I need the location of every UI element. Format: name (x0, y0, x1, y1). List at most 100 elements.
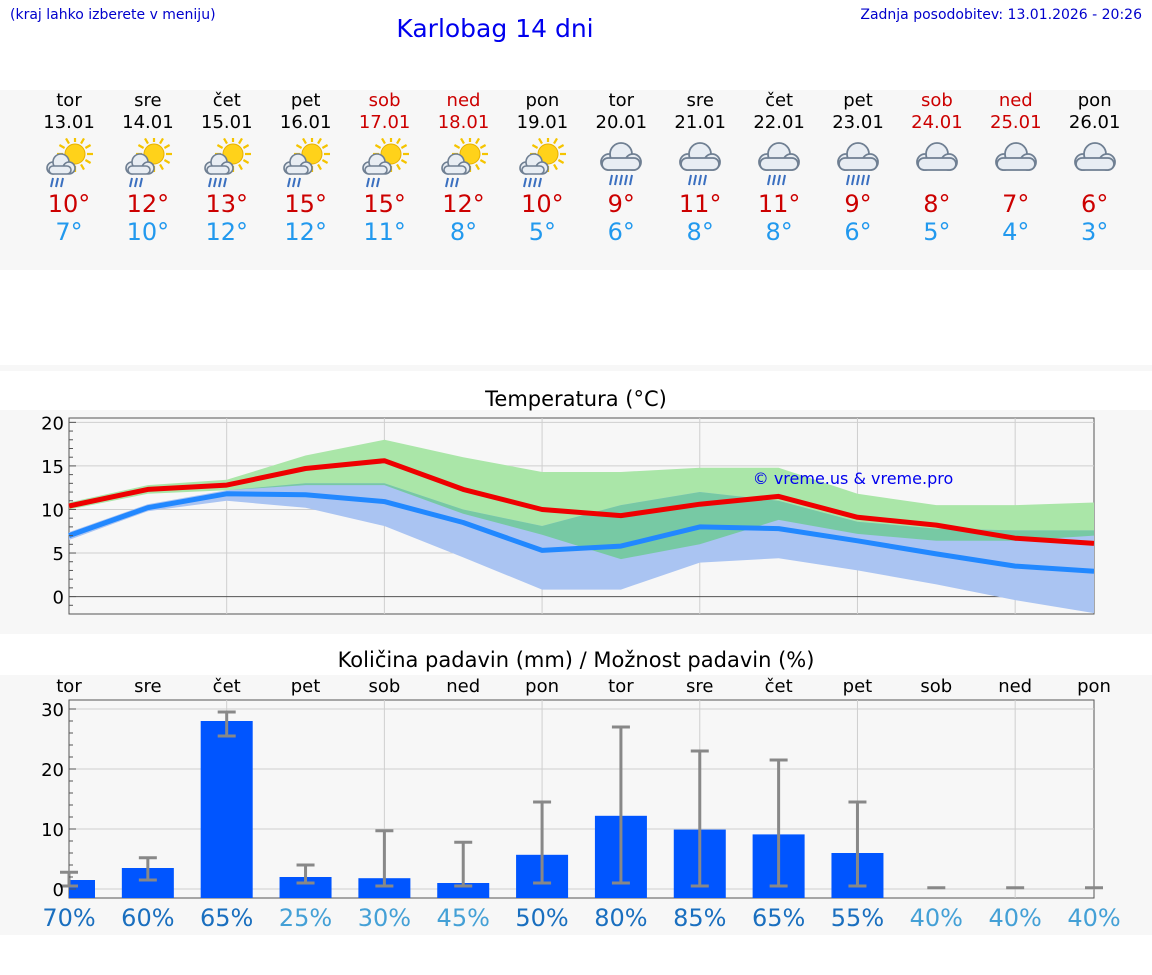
y-tick-label: 5 (53, 544, 64, 565)
precip-chance-label: 55% (831, 904, 884, 932)
day-name: sre (686, 90, 714, 111)
y-tick-label: 30 (41, 700, 64, 721)
x-category-label: čet (213, 676, 241, 697)
day-name: sob (920, 90, 953, 111)
sun-cloud-rain-icon (109, 138, 187, 190)
day-date: 26.01 (1068, 112, 1121, 133)
precip-bar (200, 721, 253, 898)
x-category-label: sob (920, 676, 952, 697)
precip-chart: tor sre čet pet sob ned pon tor sre čet pet sob ned p… (41, 676, 1121, 932)
precip-bar (279, 877, 332, 898)
x-category-label: ned (998, 676, 1032, 697)
last-updated: Zadnja posodobitev: 13.01.2026 - 20:26 (860, 7, 1142, 23)
temp-low: 12° (205, 218, 249, 246)
temp-low: 8° (449, 218, 478, 246)
series-min-line (68, 491, 1095, 574)
sun-cloud-heavy-rain-icon (503, 138, 581, 190)
sun-cloud-rain-icon (30, 138, 108, 190)
temp-high: 6° (1081, 190, 1109, 218)
x-category-label: sre (686, 676, 713, 697)
day-name: pet (290, 90, 321, 111)
day-date: 16.01 (279, 112, 332, 133)
temp-high: 10° (47, 190, 91, 218)
x-category-label: ned (446, 676, 480, 697)
x-category-label: pet (843, 676, 873, 697)
day-date: 25.01 (990, 112, 1042, 133)
forecast-day: sob 17.01 15° 11° (346, 90, 424, 246)
x-category-label: tor (56, 676, 82, 697)
y-tick-label: 20 (41, 760, 64, 781)
temp-low: 10° (126, 218, 170, 246)
sun-cloud-rain-icon (267, 138, 345, 190)
day-name: pon (1077, 90, 1112, 111)
x-category-label: čet (765, 676, 793, 697)
y-tick-label: 10 (41, 820, 64, 841)
precip-chance-label: 40% (1067, 904, 1120, 932)
temp-high: 11° (757, 190, 801, 218)
day-name: sre (134, 90, 162, 111)
precip-bar (358, 878, 411, 898)
precip-plot-area: tor sre čet pet sob ned pon tor sre čet pet sob ned p… (41, 676, 1121, 932)
temp-low: 12° (284, 218, 327, 246)
y-tick-label: 0 (53, 880, 64, 901)
temp-high: 9° (607, 190, 635, 218)
temp-low: 6° (607, 218, 635, 246)
precip-chance-label: 50% (515, 904, 568, 932)
temp-high: 15° (363, 190, 406, 218)
forecast-day: sob 24.01 8° 5° (898, 90, 976, 246)
x-category-label: tor (608, 676, 634, 697)
precip-chance-label: 40% (988, 904, 1041, 932)
day-date: 20.01 (595, 112, 648, 133)
temp-high: 13° (205, 190, 249, 218)
precip-chance-label: 60% (121, 904, 174, 932)
cloud-rain-icon (740, 138, 818, 190)
forecast-day: sre 14.01 12° 10° (109, 90, 187, 246)
forecast-day: pet 16.01 15° 12° (267, 90, 345, 246)
precip-chance-label: 80% (594, 904, 647, 932)
precip-bar (437, 883, 490, 898)
precip-chance-label: 30% (358, 904, 411, 932)
forecast-day: čet 22.01 11° 8° (740, 90, 818, 246)
sun-cloud-heavy-rain-icon (188, 138, 266, 190)
temp-low: 7° (55, 218, 83, 246)
forecast-strip: tor 13.01 10° 7° sre 14.01 12° 10° čet 15.01 13° 12… (0, 90, 1152, 270)
overlap-band (69, 483, 1094, 560)
series-max-line (68, 458, 1095, 546)
cloud-heavy-rain-icon (582, 138, 660, 190)
temp-low: 11° (363, 218, 406, 246)
forecast-day: ned 25.01 7° 4° (977, 90, 1055, 246)
precip-chance-label: 25% (279, 904, 332, 932)
sun-cloud-rain-icon (425, 138, 503, 190)
forecast-day: pon 19.01 10° 5° (503, 90, 581, 246)
x-category-label: sre (134, 676, 161, 697)
temp-high: 7° (1002, 190, 1030, 218)
temperature-plot-area: 20 15 10 5 0 © vreme.us & vreme.pro (41, 413, 1095, 615)
x-category-label: pet (291, 676, 321, 697)
cloud-heavy-rain-icon (819, 138, 897, 190)
temp-low: 8° (765, 218, 793, 246)
day-date: 17.01 (358, 112, 411, 133)
x-category-label: sob (368, 676, 400, 697)
day-name: pon (525, 90, 560, 111)
watermark: © vreme.us & vreme.pro (753, 469, 954, 488)
temp-high: 12° (442, 190, 485, 218)
sun-cloud-rain-icon (346, 138, 424, 190)
day-date: 13.01 (43, 112, 95, 133)
day-name: ned (998, 90, 1033, 111)
day-name: čet (212, 90, 241, 111)
precip-chance-label: 45% (437, 904, 490, 932)
temp-high: 15° (284, 190, 327, 218)
temp-high: 12° (126, 190, 170, 218)
precip-chance-label: 65% (752, 904, 805, 932)
forecast-day: tor 20.01 9° 6° (582, 90, 660, 246)
day-name: tor (608, 90, 635, 111)
temp-low: 8° (686, 218, 714, 246)
temp-low: 5° (923, 218, 951, 246)
temp-low: 5° (528, 218, 557, 246)
forecast-day: sre 21.01 11° 8° (661, 90, 739, 246)
forecast-day: ned 18.01 12° 8° (425, 90, 503, 246)
cloud-icon (898, 138, 976, 190)
temp-high: 9° (844, 190, 872, 218)
day-date: 23.01 (832, 112, 884, 133)
day-date: 18.01 (437, 112, 490, 133)
